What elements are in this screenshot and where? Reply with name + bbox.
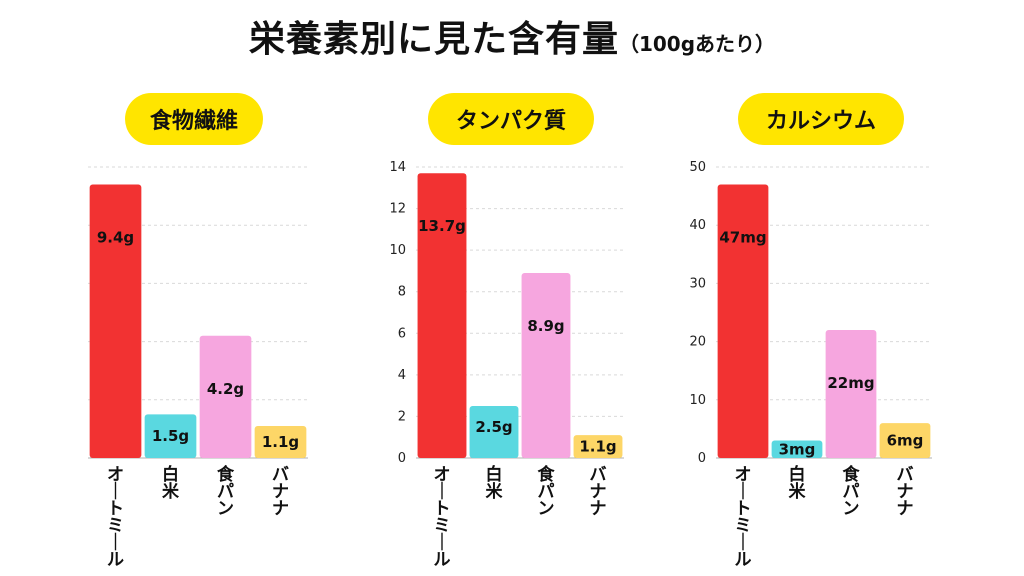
protein-category-label: バナナ xyxy=(590,465,607,519)
calcium-bar xyxy=(825,329,877,458)
fiber-data-label: 1.5g xyxy=(152,427,189,445)
calcium-y-tick-label: 0 xyxy=(698,451,706,466)
chart-title: 栄養素別に見た含有量（100gあたり） xyxy=(0,10,1024,62)
calcium-bar xyxy=(771,440,823,458)
protein-y-tick-label: 0 xyxy=(398,451,406,466)
protein-bar xyxy=(573,435,623,458)
protein-category-label: 食パン xyxy=(538,464,556,519)
protein-y-tick-label: 6 xyxy=(398,326,406,341)
fiber-bar xyxy=(199,335,252,458)
chart-title-sub: （100gあたり） xyxy=(618,32,776,56)
protein-data-label: 2.5g xyxy=(475,418,512,436)
panel-title-fiber: 食物繊維 xyxy=(125,93,263,145)
fiber-data-label: 4.2g xyxy=(207,380,244,398)
calcium-y-tick-label: 50 xyxy=(689,160,706,175)
protein-category-label: 白米 xyxy=(486,464,504,502)
protein-y-tick-label: 12 xyxy=(389,202,406,217)
protein-y-tick-label: 14 xyxy=(389,160,406,175)
protein-chart: 0 2 4 6 8 10 12 14 13.7g オ｜トミ｜ル 2.5g 白米 8.9g 食パン 1.1g バ… xyxy=(389,160,624,570)
calcium-data-label: 6mg xyxy=(887,432,924,450)
calcium-category-label: 白米 xyxy=(789,464,807,502)
fiber-data-label: 9.4g xyxy=(97,228,134,246)
protein-y-tick-label: 8 xyxy=(398,285,406,300)
calcium-data-label: 3mg xyxy=(779,440,816,458)
fiber-bar xyxy=(254,425,307,458)
panel-title-calcium: カルシウム xyxy=(738,93,904,145)
protein-data-label: 13.7g xyxy=(418,217,466,235)
protein-data-label: 1.1g xyxy=(579,438,616,456)
fiber-chart: 9.4g オ｜トミ｜ル 1.5g 白米 4.2g 食パン 1.1g バナナ xyxy=(88,166,308,570)
protein-y-tick-label: 2 xyxy=(398,409,406,424)
protein-bar xyxy=(417,173,467,458)
calcium-y-tick-label: 10 xyxy=(689,393,706,408)
calcium-category-label: 食パン xyxy=(843,464,861,519)
fiber-data-label: 1.1g xyxy=(262,433,299,451)
protein-y-tick-label: 4 xyxy=(398,368,406,383)
calcium-data-label: 47mg xyxy=(719,228,766,246)
calcium-category-label: バナナ xyxy=(897,465,914,519)
calcium-data-label: 22mg xyxy=(827,374,874,392)
calcium-category-label: オ｜トミ｜ル xyxy=(735,465,752,570)
calcium-bar xyxy=(879,423,931,458)
fiber-category-label: 食パン xyxy=(217,464,235,519)
fiber-category-label: バナナ xyxy=(272,465,289,519)
calcium-y-tick-label: 40 xyxy=(689,218,706,233)
calcium-y-tick-label: 30 xyxy=(689,276,706,291)
protein-category-label: オ｜トミ｜ル xyxy=(434,465,451,570)
fiber-bar xyxy=(89,184,142,458)
panel-title-protein: タンパク質 xyxy=(428,93,594,145)
fiber-category-label: オ｜トミ｜ル xyxy=(107,465,124,570)
protein-y-tick-label: 10 xyxy=(389,243,406,258)
fiber-bar xyxy=(144,414,197,458)
protein-bar xyxy=(469,406,519,458)
calcium-y-tick-label: 20 xyxy=(689,335,706,350)
calcium-chart: 0 10 20 30 40 50 47mg オ｜トミ｜ル 3mg 白米 22mg 食パン 6mg バナナ xyxy=(689,160,932,570)
protein-data-label: 8.9g xyxy=(527,317,564,335)
chart-title-main: 栄養素別に見た含有量 xyxy=(248,19,619,60)
protein-bar xyxy=(521,273,571,458)
fiber-category-label: 白米 xyxy=(162,464,180,502)
calcium-bar xyxy=(717,184,769,458)
